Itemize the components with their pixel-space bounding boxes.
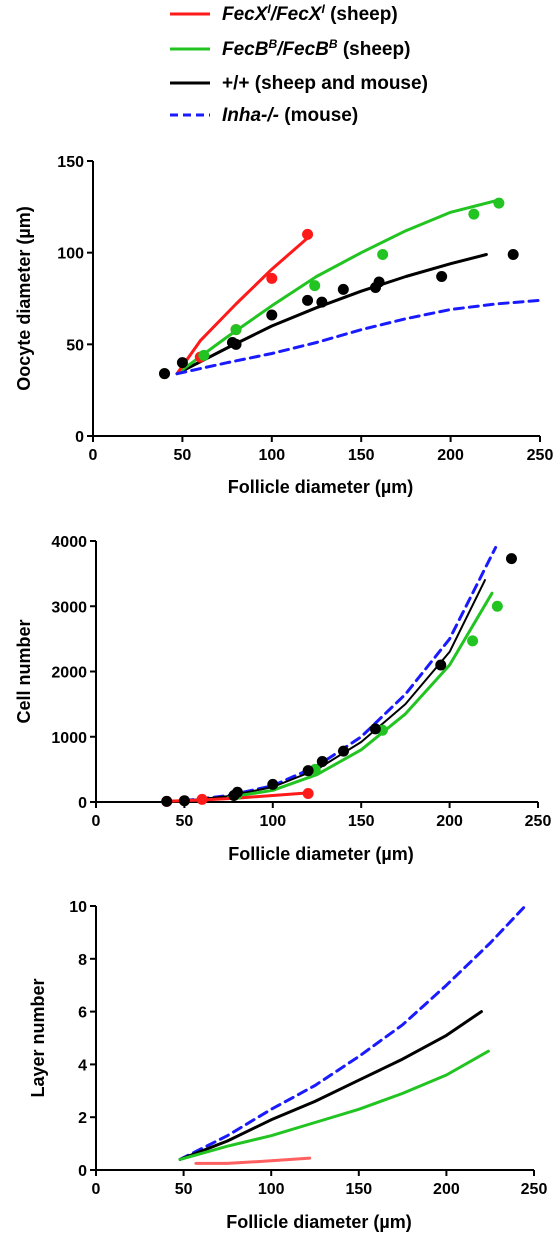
data-point-: [159, 368, 171, 380]
fit-line-fecxi-fecxi: [194, 1156, 312, 1165]
data-point-fecbb-fecbb: [198, 349, 210, 361]
x-tick-label: 200: [437, 447, 464, 464]
x-tick-label: 150: [348, 447, 375, 464]
x-tick-label: 200: [436, 813, 463, 830]
data-point-: [231, 786, 243, 798]
y-tick-label: 0: [78, 795, 87, 812]
fit-line-: [183, 579, 486, 802]
data-point-fecbb-fecbb: [468, 208, 480, 220]
x-axis-label: Follicle diameter (µm): [228, 844, 413, 864]
x-tick-label: 150: [345, 1181, 372, 1198]
x-tick-label: 0: [92, 813, 101, 830]
data-point-: [505, 553, 517, 565]
y-tick-label: 0: [75, 429, 84, 446]
data-point-: [507, 249, 519, 260]
data-point-fecxi-fecxi: [302, 228, 314, 240]
x-tick-label: 100: [258, 447, 285, 464]
data-point-fecbb-fecbb: [493, 197, 505, 209]
x-tick-label: 200: [433, 1181, 460, 1198]
x-tick-label: 100: [258, 1181, 285, 1198]
y-axis-label: Layer number: [28, 978, 48, 1097]
data-point-: [267, 778, 279, 790]
y-tick-label: 6: [78, 1005, 87, 1022]
y-tick-label: 100: [57, 246, 84, 263]
y-tick-label: 2: [78, 1110, 87, 1127]
data-point-fecxi-fecxi: [196, 793, 208, 805]
x-tick-label: 150: [348, 813, 375, 830]
data-point-: [230, 338, 242, 350]
y-axis-label: Cell number: [14, 619, 34, 723]
y-tick-label: 50: [66, 337, 84, 354]
legend-label-1: FecBB/FecBB (sheep): [222, 37, 410, 60]
data-point-: [302, 294, 314, 306]
oocyte-diameter-chart: 0 50 100 150 200 250 0 50 100 150 Follicle diamete…: [14, 154, 553, 497]
x-tick-label: 50: [176, 813, 194, 830]
cell-number-chart: 0 50 100 150 200 250 0 1000 2000 3000 4000 Follicle…: [14, 534, 551, 864]
data-point-fecbb-fecbb: [377, 249, 389, 260]
data-point-fecxi-fecxi: [302, 788, 314, 800]
x-tick-label: 0: [89, 447, 98, 464]
y-tick-label: 3000: [51, 599, 87, 616]
fit-line-fecbb-fecbb: [227, 591, 494, 799]
y-tick-label: 1000: [51, 730, 87, 747]
data-point-fecbb-fecbb: [309, 280, 321, 292]
data-point-fecbb-fecbb: [230, 324, 242, 336]
y-tick-label: 10: [69, 899, 87, 916]
y-axis-label: Oocyte diameter (µm): [14, 206, 34, 390]
y-tick-label: 150: [57, 154, 84, 171]
data-point-: [161, 795, 173, 807]
data-point-: [178, 795, 190, 807]
data-point-: [316, 296, 328, 308]
data-point-: [176, 357, 188, 369]
fit-line-fecxi-fecxi: [175, 236, 310, 376]
x-tick-label: 50: [174, 447, 192, 464]
fit-line-inha: [178, 904, 527, 1161]
x-tick-label: 250: [521, 1181, 548, 1198]
y-tick-label: 4: [78, 1057, 87, 1074]
data-point-: [338, 745, 350, 757]
data-point-: [436, 271, 448, 282]
legend-label-0: FecXI/FecXI (sheep): [222, 2, 398, 25]
legend: FecXI/FecXI (sheep) FecBB/FecBB (sheep) +/…: [170, 2, 428, 126]
data-point-fecbb-fecbb: [467, 635, 479, 647]
y-tick-label: 8: [78, 952, 87, 969]
fit-line-fecbb-fecbb: [178, 1049, 490, 1161]
data-point-: [337, 283, 349, 295]
x-tick-label: 50: [175, 1181, 193, 1198]
x-tick-label: 0: [92, 1181, 101, 1198]
x-axis-label: Follicle diameter (µm): [226, 1212, 411, 1232]
data-point-: [316, 756, 328, 768]
x-axis-label: Follicle diameter (µm): [228, 477, 413, 497]
y-tick-label: 4000: [51, 534, 87, 551]
x-tick-label: 250: [527, 447, 554, 464]
data-point-fecxi-fecxi: [266, 272, 278, 284]
x-tick-label: 100: [259, 813, 286, 830]
legend-label-2: +/+ (sheep and mouse): [222, 73, 428, 94]
legend-label-3: Inha-/- (mouse): [222, 105, 358, 126]
y-tick-label: 0: [78, 1163, 87, 1180]
fit-line-: [178, 1010, 483, 1161]
data-point-: [435, 659, 447, 671]
layer-number-chart: 0 50 100 150 200 250 0 2 4 6 8 10 Follicle diameter …: [28, 899, 547, 1232]
data-point-: [369, 723, 381, 735]
data-point-: [266, 309, 278, 321]
x-tick-label: 250: [525, 813, 552, 830]
data-point-: [373, 276, 385, 288]
fit-line-inha: [175, 298, 542, 376]
data-point-: [302, 765, 314, 777]
y-tick-label: 2000: [51, 665, 87, 682]
data-point-fecbb-fecbb: [491, 600, 503, 612]
